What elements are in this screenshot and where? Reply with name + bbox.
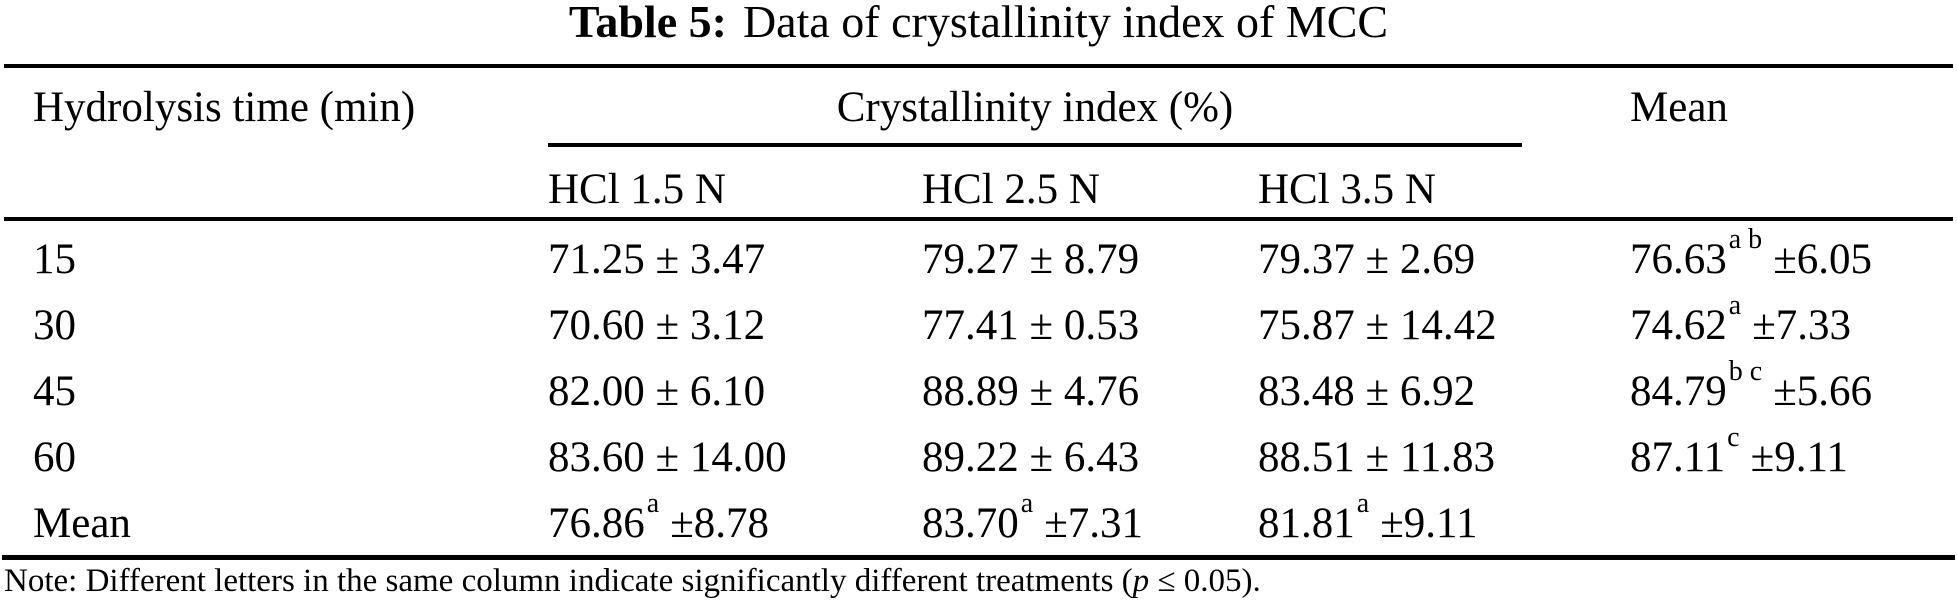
table-note: Note: Different letters in the same colu… bbox=[4, 563, 1261, 599]
mean-sd: ±8.78 bbox=[670, 500, 770, 547]
note-text: Note: Different letters in the same colu… bbox=[4, 563, 1133, 599]
cell-column-mean-hcl-3-5n: 81.81a ±9.11 bbox=[1258, 490, 1478, 547]
cell-hcl-3-5n: 83.48 ± 6.92 bbox=[1258, 368, 1476, 415]
mean-value: 83.70 bbox=[922, 500, 1019, 547]
mean-value: 76.63 bbox=[1630, 236, 1727, 283]
significance-letters: a bbox=[1728, 290, 1742, 321]
significance-letters: a bbox=[646, 488, 660, 519]
cell-row-mean: 84.79b c ±5.66 bbox=[1630, 358, 1873, 415]
header-row-sub: HCl 1.5 N HCl 2.5 N HCl 3.5 N bbox=[0, 168, 1957, 218]
header-mean: Mean bbox=[1630, 84, 1728, 131]
table-title: Table 5: Data of crystallinity index of M… bbox=[0, 0, 1957, 48]
header-hydrolysis-time: Hydrolysis time (min) bbox=[33, 84, 416, 131]
subheader-hcl-3-5n: HCl 3.5 N bbox=[1258, 166, 1436, 213]
cell-column-mean-hcl-1-5n: 76.86a ±8.78 bbox=[548, 490, 770, 547]
subheader-hcl-2-5n: HCl 2.5 N bbox=[922, 166, 1100, 213]
mean-value: 84.79 bbox=[1630, 368, 1727, 415]
significance-letters: a bbox=[1356, 488, 1370, 519]
table-row-60min: 60 83.60 ± 14.00 89.22 ± 6.43 88.51 ± 11… bbox=[0, 424, 1957, 486]
cell-hcl-3-5n: 75.87 ± 14.42 bbox=[1258, 302, 1497, 349]
cell-hcl-1-5n: 70.60 ± 3.12 bbox=[548, 302, 766, 349]
mean-sd: ±7.31 bbox=[1044, 500, 1144, 547]
table-number-label: Table 5: bbox=[568, 0, 727, 47]
subheader-hcl-1-5n: HCl 1.5 N bbox=[548, 166, 726, 213]
spanner-rule bbox=[548, 143, 1522, 147]
cell-row-mean: 87.11c ±9.11 bbox=[1630, 424, 1848, 481]
cell-row-mean: 76.63a b ±6.05 bbox=[1630, 226, 1873, 283]
cell-column-mean-hcl-2-5n: 83.70a ±7.31 bbox=[922, 490, 1144, 547]
mean-value: 74.62 bbox=[1630, 302, 1727, 349]
cell-hcl-3-5n: 79.37 ± 2.69 bbox=[1258, 236, 1476, 283]
cell-row-mean: 74.62a ±7.33 bbox=[1630, 292, 1852, 349]
mean-value: 87.11 bbox=[1630, 434, 1726, 481]
cell-hcl-2-5n: 77.41 ± 0.53 bbox=[922, 302, 1140, 349]
header-row-main: Hydrolysis time (min) Crystallinity inde… bbox=[0, 86, 1957, 136]
note-p-symbol: p bbox=[1132, 563, 1150, 599]
mean-value: 76.86 bbox=[548, 500, 645, 547]
cell-hydrolysis-time: 45 bbox=[33, 368, 76, 415]
bottom-rule bbox=[2, 555, 1955, 560]
significance-letters: a bbox=[1020, 488, 1034, 519]
header-crystallinity-index: Crystallinity index (%) bbox=[836, 84, 1234, 131]
significance-letters: b c bbox=[1728, 356, 1763, 387]
cell-hcl-1-5n: 82.00 ± 6.10 bbox=[548, 368, 766, 415]
cell-hydrolysis-time: 15 bbox=[33, 236, 76, 283]
cell-hcl-2-5n: 89.22 ± 6.43 bbox=[922, 434, 1140, 481]
mean-sd: ±7.33 bbox=[1752, 302, 1852, 349]
table-title-text: Data of crystallinity index of MCC bbox=[742, 0, 1389, 47]
table-row-45min: 45 82.00 ± 6.10 88.89 ± 4.76 83.48 ± 6.9… bbox=[0, 358, 1957, 420]
cell-mean-label: Mean bbox=[33, 500, 131, 547]
mean-sd: ±9.11 bbox=[1380, 500, 1478, 547]
cell-hcl-2-5n: 88.89 ± 4.76 bbox=[922, 368, 1140, 415]
mean-sd: ±5.66 bbox=[1773, 368, 1873, 415]
cell-hydrolysis-time: 60 bbox=[33, 434, 76, 481]
table-row-15min: 15 71.25 ± 3.47 79.27 ± 8.79 79.37 ± 2.6… bbox=[0, 226, 1957, 288]
significance-letters: c bbox=[1727, 422, 1740, 453]
top-rule bbox=[4, 64, 1953, 68]
mean-sd: ±9.11 bbox=[1750, 434, 1848, 481]
cell-hcl-1-5n: 71.25 ± 3.47 bbox=[548, 236, 766, 283]
cell-hcl-2-5n: 79.27 ± 8.79 bbox=[922, 236, 1140, 283]
mean-value: 81.81 bbox=[1258, 500, 1355, 547]
cell-hydrolysis-time: 30 bbox=[33, 302, 76, 349]
header-body-rule bbox=[4, 217, 1953, 221]
table-row-column-means: Mean 76.86a ±8.78 83.70a ±7.31 81.81a ±9.11 bbox=[0, 490, 1957, 552]
note-text-end: ≤ 0.05). bbox=[1149, 563, 1261, 599]
table-row-30min: 30 70.60 ± 3.12 77.41 ± 0.53 75.87 ± 14.… bbox=[0, 292, 1957, 354]
cell-hcl-1-5n: 83.60 ± 14.00 bbox=[548, 434, 787, 481]
cell-hcl-3-5n: 88.51 ± 11.83 bbox=[1258, 434, 1496, 481]
significance-letters: a b bbox=[1728, 224, 1763, 255]
mean-sd: ±6.05 bbox=[1773, 236, 1873, 283]
